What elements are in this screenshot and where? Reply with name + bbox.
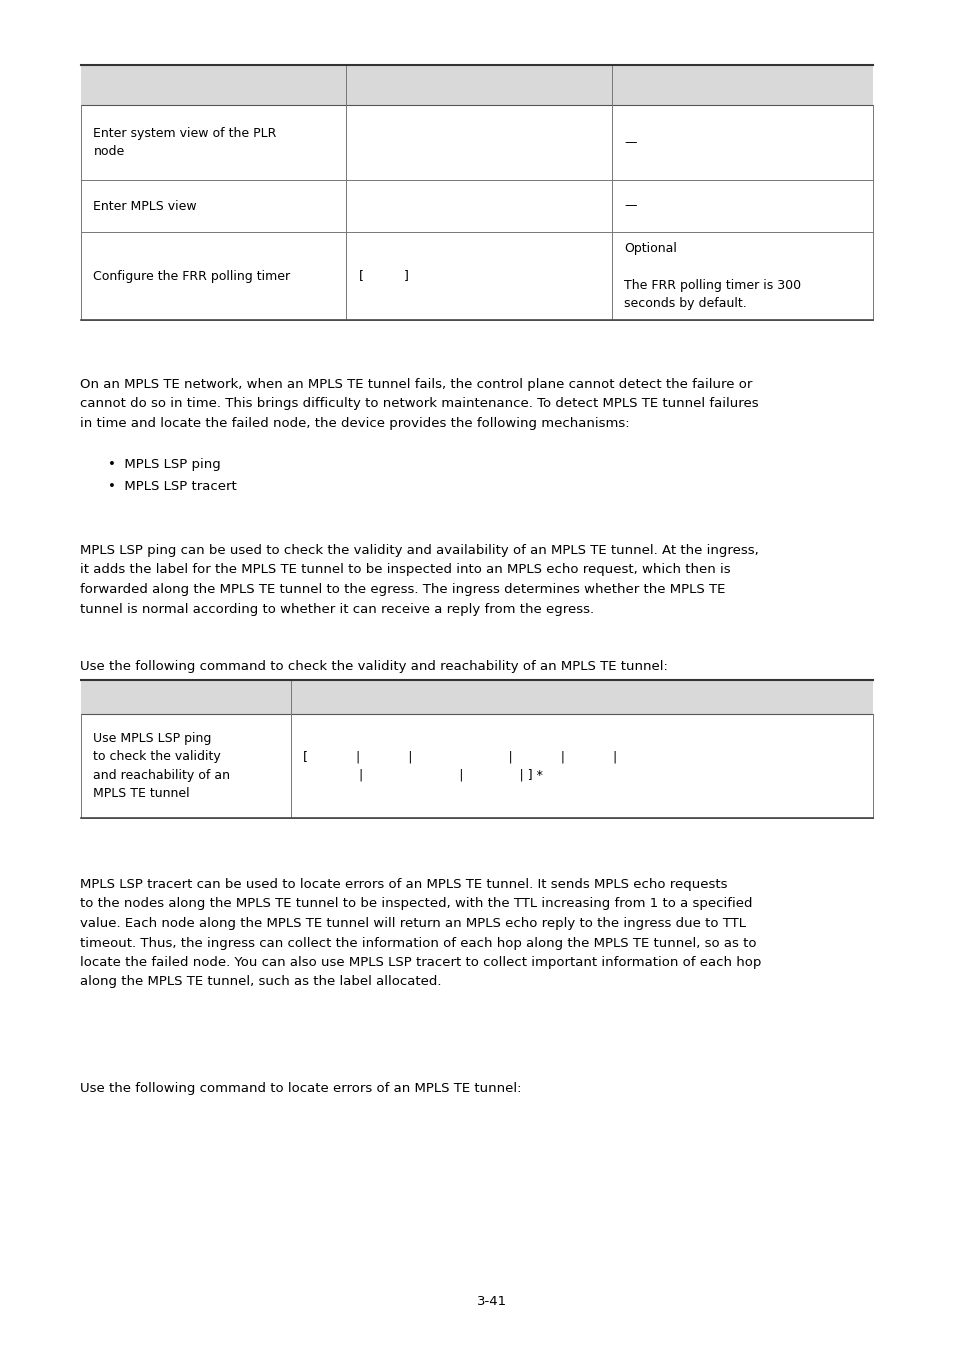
Bar <box>611 180 872 232</box>
Text: [          ]: [ ] <box>358 270 408 282</box>
Bar <box>611 105 872 180</box>
Text: —: — <box>623 200 636 212</box>
Bar <box>81 680 291 714</box>
Bar <box>81 65 346 105</box>
Bar <box>81 714 291 818</box>
Bar <box>291 714 872 818</box>
Text: On an MPLS TE network, when an MPLS TE tunnel fails, the control plane cannot de: On an MPLS TE network, when an MPLS TE t… <box>80 378 758 431</box>
Text: —: — <box>623 136 636 148</box>
Bar <box>346 232 611 320</box>
Bar <box>346 65 611 105</box>
Text: Use MPLS LSP ping
to check the validity
and reachability of an
MPLS TE tunnel: Use MPLS LSP ping to check the validity … <box>93 732 231 801</box>
Bar <box>346 105 611 180</box>
Bar <box>81 232 346 320</box>
Text: MPLS LSP ping can be used to check the validity and availability of an MPLS TE t: MPLS LSP ping can be used to check the v… <box>80 544 758 616</box>
Bar <box>291 680 872 714</box>
Text: •  MPLS LSP ping: • MPLS LSP ping <box>108 458 220 471</box>
Text: Use the following command to locate errors of an MPLS TE tunnel:: Use the following command to locate erro… <box>80 1081 521 1095</box>
Bar <box>346 180 611 232</box>
Text: 3-41: 3-41 <box>476 1295 507 1308</box>
Text: [            |            |                        |            |            |
 : [ | | | | | <box>303 751 617 782</box>
Text: •  MPLS LSP tracert: • MPLS LSP tracert <box>108 481 236 493</box>
Bar <box>81 180 346 232</box>
Text: Enter MPLS view: Enter MPLS view <box>93 200 197 212</box>
Bar <box>81 105 346 180</box>
Bar <box>611 65 872 105</box>
Text: Enter system view of the PLR
node: Enter system view of the PLR node <box>93 127 276 158</box>
Text: MPLS LSP tracert can be used to locate errors of an MPLS TE tunnel. It sends MPL: MPLS LSP tracert can be used to locate e… <box>80 878 760 988</box>
Text: Use the following command to check the validity and reachability of an MPLS TE t: Use the following command to check the v… <box>80 660 667 674</box>
Bar <box>611 232 872 320</box>
Text: Configure the FRR polling timer: Configure the FRR polling timer <box>93 270 291 282</box>
Text: Optional

The FRR polling timer is 300
seconds by default.: Optional The FRR polling timer is 300 se… <box>623 242 801 310</box>
